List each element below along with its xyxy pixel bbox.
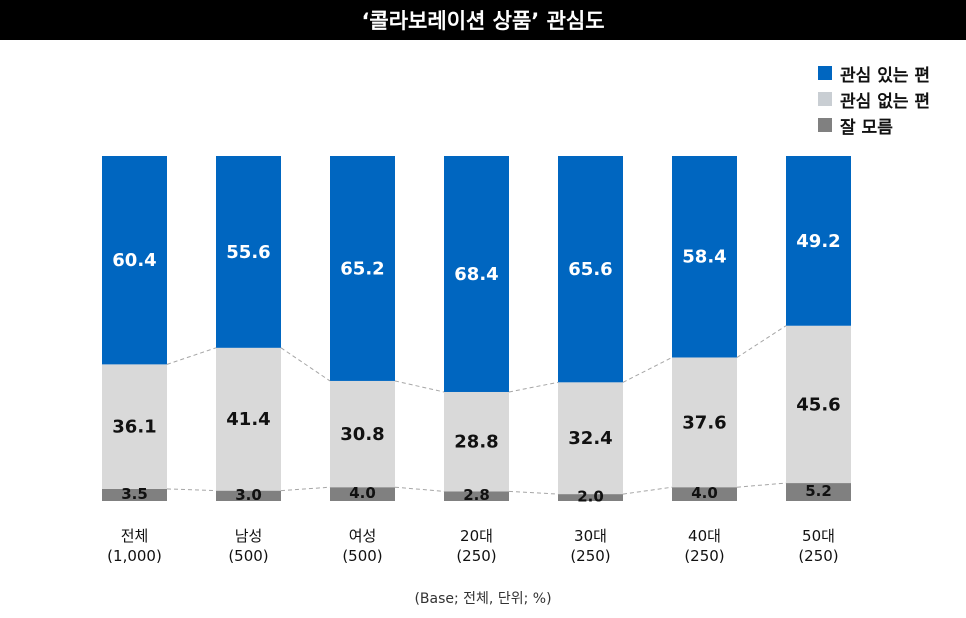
connector-line-2-1: [280, 347, 331, 382]
bar-segment-not-interested-6: [786, 325, 851, 484]
data-label-dont-know-3: 2.8: [463, 486, 490, 504]
data-label-not-interested-0: 36.1: [112, 417, 156, 438]
bar-segment-dont-know-4: [558, 494, 623, 501]
bar-segment-dont-know-1: [216, 490, 281, 501]
data-label-not-interested-1: 41.4: [226, 409, 270, 430]
bar-segment-not-interested-0: [102, 364, 167, 489]
category-base-label-5: (250): [684, 547, 724, 565]
bar-segment-dont-know-0: [102, 488, 167, 501]
category-base-label-0: (1,000): [107, 547, 162, 565]
connector-line-2-5: [736, 325, 787, 358]
category-label-6: 50대: [802, 527, 835, 545]
category-base-label-1: (500): [228, 547, 268, 565]
data-label-interested-4: 65.6: [568, 259, 612, 280]
data-label-interested-1: 55.6: [226, 242, 270, 263]
category-base-label-2: (500): [342, 547, 382, 565]
data-label-not-interested-5: 37.6: [682, 412, 726, 433]
category-base-label-4: (250): [570, 547, 610, 565]
category-label-0: 전체: [121, 527, 149, 545]
connector-line-2-0: [166, 347, 217, 365]
data-label-dont-know-4: 2.0: [577, 488, 604, 506]
bar-segment-not-interested-1: [216, 347, 281, 491]
data-label-dont-know-0: 3.5: [121, 485, 148, 503]
bar-segment-interested-3: [444, 156, 509, 392]
bar-segment-not-interested-5: [672, 357, 737, 488]
data-label-dont-know-5: 4.0: [691, 484, 718, 502]
legend-item-dont-know: 잘 모름: [818, 112, 930, 138]
connector-line-2-4: [622, 357, 673, 383]
connector-line-1-1: [280, 486, 331, 492]
bar-segment-not-interested-2: [330, 380, 395, 488]
data-label-dont-know-1: 3.0: [235, 486, 262, 504]
bar-segment-dont-know-3: [444, 491, 509, 501]
legend-swatch-not-interested: [818, 92, 832, 106]
connector-line-1-5: [736, 482, 787, 488]
data-label-dont-know-6: 5.2: [805, 482, 832, 500]
legend-item-interested: 관심 있는 편: [818, 60, 930, 86]
bar-segment-interested-2: [330, 156, 395, 381]
connector-line-1-4: [622, 486, 673, 495]
bar-segment-interested-4: [558, 156, 623, 383]
data-label-interested-0: 60.4: [112, 250, 156, 271]
bar-segment-dont-know-6: [786, 483, 851, 501]
category-label-3: 20대: [460, 527, 493, 545]
legend-label-interested: 관심 있는 편: [840, 65, 931, 86]
legend-swatch-interested: [818, 66, 832, 80]
bar-segment-interested-0: [102, 156, 167, 365]
connector-line-1-2: [394, 486, 445, 492]
bar-segment-not-interested-4: [558, 382, 623, 495]
legend-swatch-dont-know: [818, 118, 832, 132]
data-label-not-interested-3: 28.8: [454, 432, 498, 453]
category-base-label-3: (250): [456, 547, 496, 565]
category-label-4: 30대: [574, 527, 607, 545]
data-label-interested-5: 58.4: [682, 247, 726, 268]
connector-line-2-2: [394, 380, 445, 393]
data-label-dont-know-2: 4.0: [349, 484, 376, 502]
bar-segment-interested-6: [786, 156, 851, 326]
legend-label-not-interested: 관심 없는 편: [840, 91, 931, 112]
data-label-interested-3: 68.4: [454, 264, 498, 285]
data-label-interested-6: 49.2: [796, 231, 840, 252]
data-label-not-interested-2: 30.8: [340, 424, 384, 445]
legend-item-not-interested: 관심 없는 편: [818, 86, 930, 112]
category-label-2: 여성: [349, 527, 377, 545]
bar-segment-interested-1: [216, 156, 281, 348]
base-note: (Base; 전체, 단위; %): [414, 591, 552, 607]
bar-segment-interested-5: [672, 156, 737, 358]
category-label-5: 40대: [688, 527, 721, 545]
connector-line-1-0: [166, 488, 217, 492]
connector-line-2-3: [508, 381, 559, 393]
data-label-not-interested-6: 45.6: [796, 394, 840, 415]
data-label-interested-2: 65.2: [340, 258, 384, 279]
bar-segment-not-interested-3: [444, 391, 509, 492]
bar-segment-dont-know-2: [330, 487, 395, 501]
chart-legend: 관심 있는 편 관심 없는 편 잘 모름: [818, 60, 930, 138]
chart-title: ‘콜라보레이션 상품’ 관심도: [361, 9, 605, 33]
chart-title-bar: ‘콜라보레이션 상품’ 관심도: [0, 0, 966, 40]
bar-segment-dont-know-5: [672, 487, 737, 501]
category-label-1: 남성: [235, 527, 263, 545]
data-label-not-interested-4: 32.4: [568, 428, 612, 449]
connector-line-1-3: [508, 490, 559, 495]
category-base-label-6: (250): [798, 547, 838, 565]
legend-label-dont-know: 잘 모름: [840, 117, 893, 138]
